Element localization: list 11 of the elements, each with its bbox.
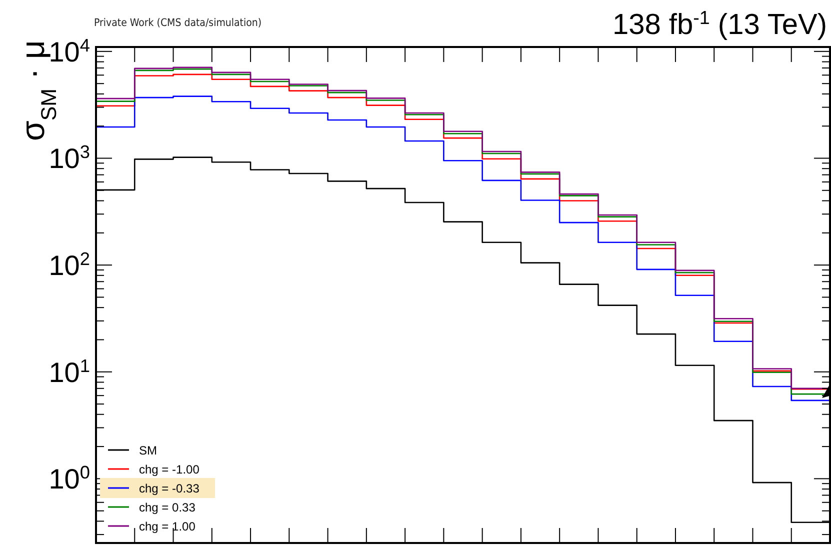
legend-label: chg = 0.33 — [139, 500, 196, 514]
chart-title: 138 fb$^{-1}$ (13 TeV) — [612, 6, 827, 41]
legend-label: chg = 1.00 — [139, 520, 196, 534]
legend-label: chg = -0.33 — [139, 482, 200, 496]
y-tick-label: 10$^{0}$ — [48, 462, 90, 495]
legend-label: SM — [139, 444, 158, 458]
y-tick-label: 10$^{2}$ — [48, 249, 90, 282]
y-tick-label: 10$^{1}$ — [48, 356, 90, 388]
text: Private Work (CMS data/simulation) — [94, 17, 262, 29]
y-tick-label: 10$^{3}$ — [48, 142, 90, 174]
legend-label: chg = -1.00 — [139, 462, 200, 476]
